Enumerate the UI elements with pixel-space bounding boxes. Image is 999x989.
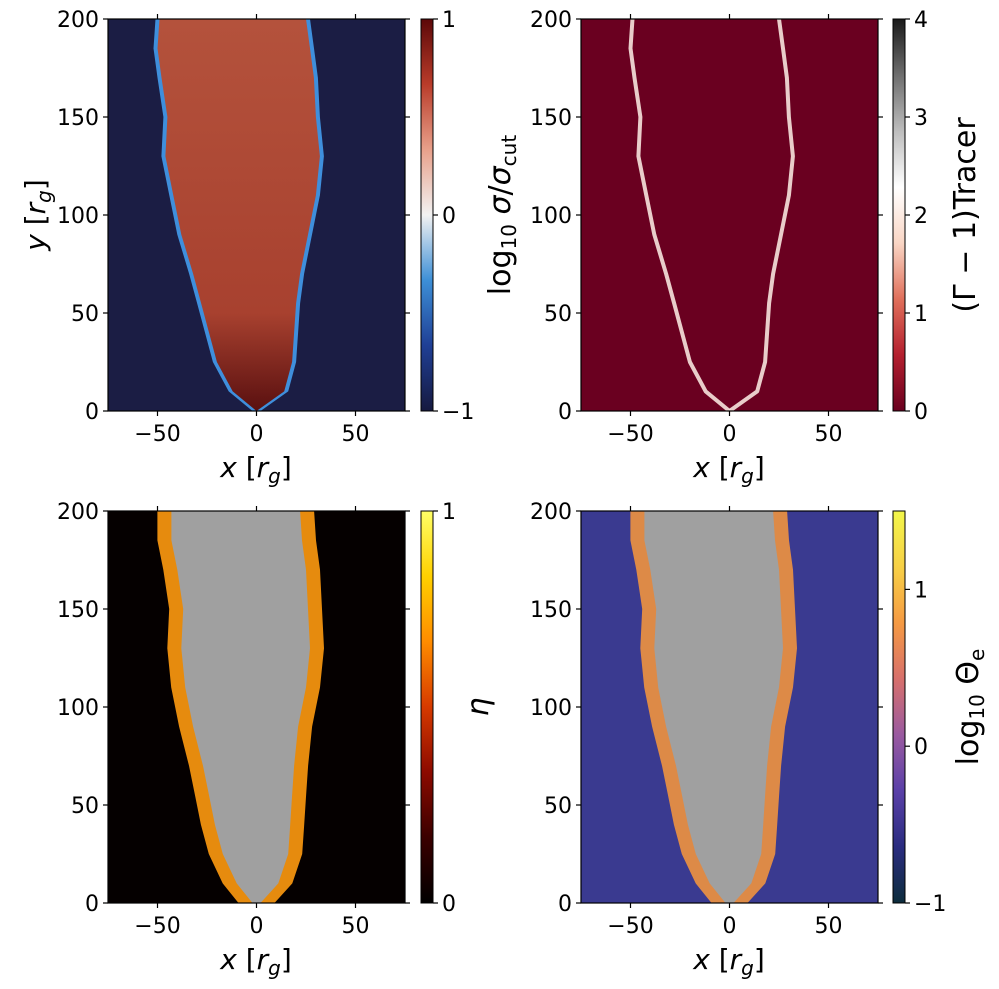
y-tick-label: 100 (530, 204, 572, 229)
panel-top-right: −50 0 50 0 50 100 150 200 x [rg] 0 1 2 3 4 (Γ − 1)… (530, 8, 983, 488)
tracer-line-left (628, 18, 731, 413)
colorbar-label: log10 Θe (951, 649, 989, 766)
colorbar-ticks: −1 0 1 (905, 578, 946, 917)
colorbar-tick-label: 1 (442, 8, 456, 33)
x-axis: −50 0 50 (134, 14, 370, 447)
y-tick-label: 50 (544, 302, 572, 327)
plot-background (581, 19, 878, 411)
colorbar-tick-label: 4 (914, 8, 928, 33)
y-axis: 0 50 100 150 200 (530, 500, 883, 917)
x-axis-label: x [rg] (692, 451, 765, 488)
y-tick-label: 150 (530, 598, 572, 623)
y-tick-label: 0 (85, 400, 99, 425)
x-tick-label: −50 (607, 422, 653, 447)
y-tick-label: 100 (530, 696, 572, 721)
y-tick-label: 0 (558, 400, 572, 425)
colorbar-tick-label: 2 (914, 204, 928, 229)
x-tick-label: 50 (815, 914, 843, 939)
y-axis: 0 50 100 150 200 (530, 8, 883, 425)
y-tick-label: 50 (544, 794, 572, 819)
y-tick-label: 50 (71, 794, 99, 819)
y-tick-label: 200 (530, 500, 572, 525)
colorbar (420, 510, 434, 904)
colorbar-tick-label: 0 (914, 400, 928, 425)
y-axis: 0 50 100 150 200 (57, 500, 410, 917)
colorbar-ticks: 01 (433, 500, 456, 917)
tracer-line-right (728, 18, 795, 413)
x-axis: −50 0 50 (607, 506, 843, 939)
x-tick-label: 50 (342, 914, 370, 939)
colorbar-tick-label: 0 (914, 735, 928, 760)
colorbar-tick-label: 0 (442, 204, 456, 229)
colorbar-tick-label: 1 (914, 302, 928, 327)
y-axis-label: y [rg] (19, 179, 56, 252)
x-tick-label: −50 (607, 914, 653, 939)
jet-body (157, 19, 320, 411)
y-tick-label: 200 (530, 8, 572, 33)
x-tick-label: 0 (723, 422, 737, 447)
colorbar-ticks: −1 0 1 (433, 8, 474, 425)
x-axis-label: x [rg] (219, 451, 292, 488)
colorbar-label: (Γ − 1)Tracer (948, 117, 983, 313)
colorbar (892, 510, 906, 904)
y-tick-label: 0 (558, 892, 572, 917)
colorbar (892, 18, 906, 412)
y-tick-label: 150 (530, 106, 572, 131)
colorbar-tick-label: −1 (442, 400, 474, 425)
panel-top-left: −50 0 50 0 50 100 150 200 x [rg] y [rg] −1 0 1 l… (19, 8, 521, 488)
y-tick-label: 150 (57, 106, 99, 131)
x-tick-label: −50 (134, 914, 180, 939)
y-tick-label: 200 (57, 500, 99, 525)
y-tick-label: 100 (57, 696, 99, 721)
x-axis-label: x [rg] (219, 943, 292, 980)
y-tick-label: 200 (57, 8, 99, 33)
y-tick-label: 100 (57, 204, 99, 229)
colorbar-tick-label: 1 (442, 500, 456, 525)
y-axis: 0 50 100 150 200 (57, 8, 410, 425)
colorbar-ticks: 0 1 2 3 4 (905, 8, 928, 425)
colorbar-label: η (461, 697, 496, 716)
colorbar-tick-label: 0 (442, 892, 456, 917)
masked-region (644, 511, 783, 903)
panel-bottom-right: −50 0 50 0 50 100 150 200 x [rg] −1 0 1 log10 Θe (530, 500, 989, 980)
y-tick-label: 50 (71, 302, 99, 327)
x-tick-label: 0 (250, 422, 264, 447)
y-tick-label: 150 (57, 598, 99, 623)
colorbar-tick-label: 3 (914, 106, 928, 131)
x-tick-label: 50 (815, 422, 843, 447)
colorbar-tick-label: 1 (914, 578, 928, 603)
y-tick-label: 0 (85, 892, 99, 917)
x-axis-label: x [rg] (692, 943, 765, 980)
x-axis: −50 0 50 (607, 14, 843, 447)
masked-region (171, 511, 310, 903)
colorbar-tick-label: −1 (914, 892, 946, 917)
x-tick-label: 50 (342, 422, 370, 447)
x-axis: −50 0 50 (134, 506, 370, 939)
x-tick-label: 0 (723, 914, 737, 939)
x-tick-label: 0 (250, 914, 264, 939)
colorbar (420, 18, 434, 412)
x-tick-label: −50 (134, 422, 180, 447)
colorbar-label: log10 σ/σcut (483, 135, 521, 296)
